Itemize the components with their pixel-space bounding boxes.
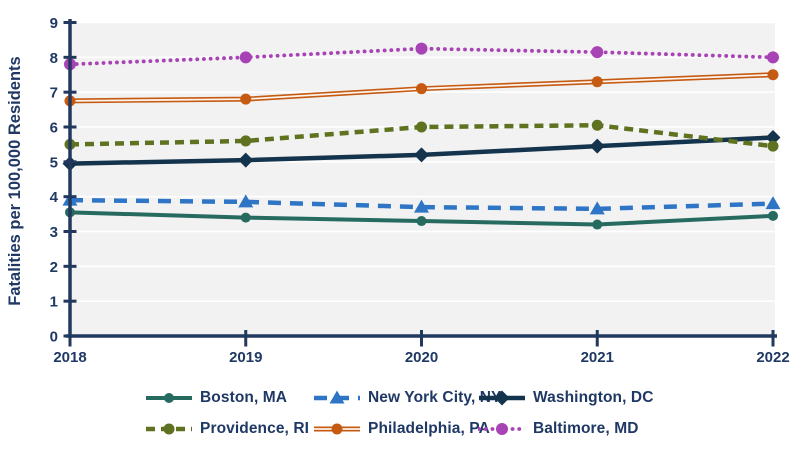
series-marker-new-york-city-ny: [238, 194, 254, 208]
series-marker-boston-ma: [240, 212, 251, 223]
series-marker-washington-dc: [589, 138, 605, 154]
x-tick-label: 2018: [53, 349, 86, 366]
y-tick-label: 9: [50, 15, 58, 32]
y-tick-label: 5: [50, 154, 58, 171]
y-tick-label: 4: [50, 189, 59, 206]
series-marker-providence-ri: [163, 423, 175, 435]
series-marker-philadelphia-pa: [331, 423, 343, 435]
legend-item-providence-ri: Providence, RI: [145, 417, 313, 441]
legend-item-baltimore-md: Baltimore, MD: [478, 417, 654, 441]
y-tick-label: 1: [50, 294, 58, 311]
axes: [63, 19, 777, 347]
series-marker-washington-dc: [414, 147, 429, 163]
series-marker-washington-dc: [765, 129, 781, 145]
series-marker-baltimore-md: [767, 51, 779, 64]
y-tick-label: 7: [50, 85, 58, 102]
series-marker-boston-ma: [592, 219, 603, 230]
series-marker-boston-ma: [164, 393, 174, 403]
y-tick-label: 0: [50, 329, 58, 346]
line-chart: 0 1 2 3 4 5 6 7 8 9 2018 2019 2020 2021 2022 Fatalities…: [6, 15, 790, 366]
series-marker-new-york-city-ny: [414, 199, 429, 213]
legend-item-new-york-city-ny: New York City, NY: [313, 386, 501, 410]
series-marker-boston-ma: [768, 210, 778, 221]
legend-label: New York City, NY: [368, 389, 502, 406]
y-tick-label: 3: [50, 224, 58, 241]
legend-item-boston-ma: Boston, MA: [145, 386, 313, 410]
legend-swatch-new-york-city-ny: [314, 390, 360, 404]
series-marker-philadelphia-pa: [240, 93, 252, 105]
legend-label: Philadelphia, PA: [368, 420, 490, 437]
legend-label: Washington, DC: [533, 389, 654, 406]
legend: Boston, MA New York City, NY Washington, D…: [145, 386, 654, 441]
legend-swatch-philadelphia-pa: [314, 423, 360, 435]
series-markers: [62, 42, 781, 230]
series-marker-baltimore-md: [239, 51, 252, 64]
series-marker-providence-ri: [591, 119, 603, 131]
legend-swatch-providence-ri: [146, 423, 192, 435]
series-marker-new-york-city-ny: [329, 390, 345, 404]
y-axis-title: Fatalities per 100,000 Residents: [6, 56, 24, 305]
legend-item-philadelphia-pa: Philadelphia, PA: [313, 417, 490, 441]
series-marker-new-york-city-ny: [765, 196, 781, 210]
series-marker-philadelphia-pa: [416, 83, 427, 95]
legend-swatch-washington-dc: [479, 390, 525, 406]
y-tick-label: 2: [50, 259, 58, 276]
series-marker-providence-ri: [767, 140, 779, 152]
y-tick-label: 8: [50, 50, 58, 67]
x-tick-label: 2020: [405, 349, 438, 366]
legend-label: Providence, RI: [200, 420, 310, 437]
legend-label: Boston, MA: [200, 389, 288, 406]
plot-area: [70, 22, 775, 336]
series-marker-philadelphia-pa: [767, 69, 779, 81]
series-marker-providence-ri: [240, 135, 252, 147]
series-marker-baltimore-md: [591, 46, 604, 59]
series-marker-baltimore-md: [415, 42, 428, 55]
series-marker-philadelphia-pa: [591, 76, 603, 88]
x-tick-label: 2022: [756, 349, 789, 366]
series-marker-boston-ma: [416, 216, 427, 227]
series-marker-baltimore-md: [496, 423, 508, 435]
series-marker-providence-ri: [416, 121, 427, 133]
x-tick-label: 2021: [581, 349, 614, 366]
x-tick-label: 2019: [229, 349, 262, 366]
series-marker-new-york-city-ny: [589, 201, 605, 215]
series-line-new-york-city-ny: [69, 197, 774, 212]
tick-labels: 0 1 2 3 4 5 6 7 8 9 2018 2019 2020 2021 2022: [50, 15, 790, 366]
legend-label: Baltimore, MD: [533, 420, 639, 437]
series-marker-washington-dc: [494, 390, 510, 406]
legend-swatch-boston-ma: [146, 393, 192, 403]
y-tick-label: 6: [50, 120, 58, 137]
series-marker-washington-dc: [238, 152, 254, 168]
legend-item-washington-dc: Washington, DC: [478, 386, 654, 410]
legend-swatch-baltimore-md: [478, 423, 526, 435]
